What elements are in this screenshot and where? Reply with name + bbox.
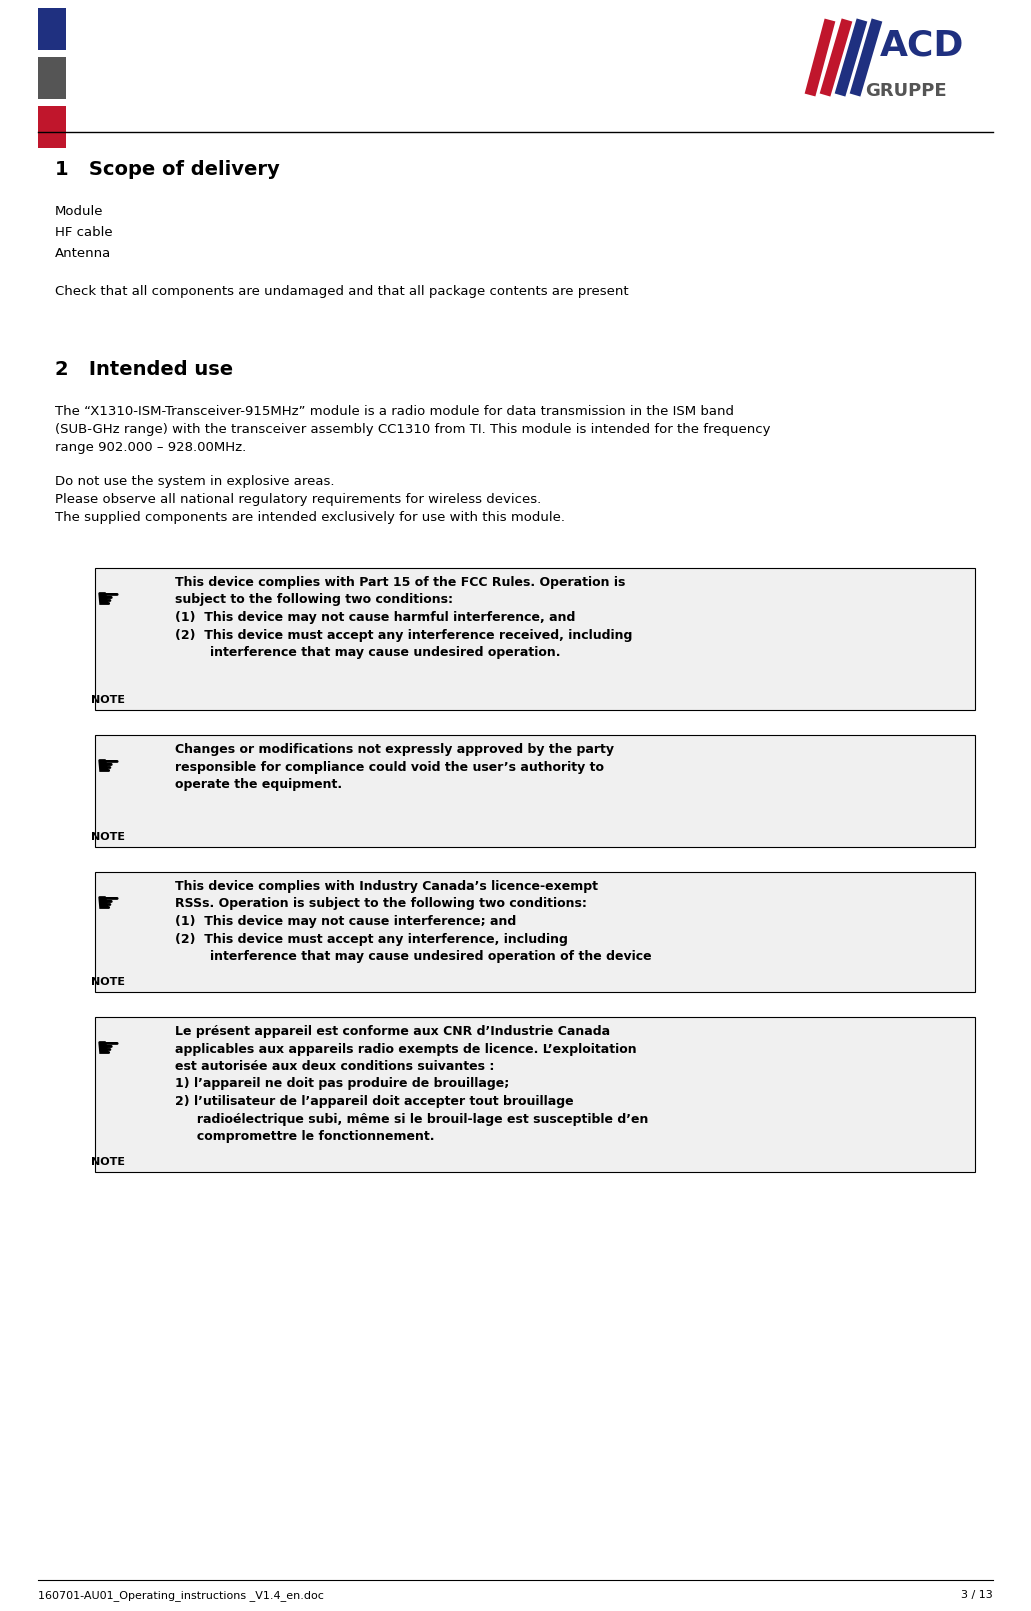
Text: ☛: ☛ xyxy=(96,1034,121,1063)
Text: ☛: ☛ xyxy=(96,586,121,614)
Text: This device complies with Industry Canada’s licence-exempt
RSSs. Operation is su: This device complies with Industry Canad… xyxy=(175,880,652,963)
Text: 2   Intended use: 2 Intended use xyxy=(55,359,233,379)
Bar xyxy=(38,8,66,50)
Text: Do not use the system in explosive areas.
Please observe all national regulatory: Do not use the system in explosive areas… xyxy=(55,475,565,524)
Bar xyxy=(38,56,66,98)
Bar xyxy=(95,1017,975,1171)
Text: This device complies with Part 15 of the FCC Rules. Operation is
subject to the : This device complies with Part 15 of the… xyxy=(175,577,632,659)
Text: Le présent appareil est conforme aux CNR d’Industrie Canada
applicables aux appa: Le présent appareil est conforme aux CNR… xyxy=(175,1025,648,1142)
Bar xyxy=(95,735,975,847)
Text: NOTE: NOTE xyxy=(91,831,125,843)
Text: NOTE: NOTE xyxy=(91,976,125,988)
Text: 160701-AU01_Operating_instructions _V1.4_en.doc: 160701-AU01_Operating_instructions _V1.4… xyxy=(38,1590,324,1601)
Text: NOTE: NOTE xyxy=(91,1157,125,1166)
Text: ☛: ☛ xyxy=(96,889,121,918)
Bar xyxy=(95,872,975,992)
Bar xyxy=(95,569,975,710)
Bar xyxy=(38,106,66,148)
Text: The “X1310-ISM-Transceiver-915MHz” module is a radio module for data transmissio: The “X1310-ISM-Transceiver-915MHz” modul… xyxy=(55,404,770,454)
Text: 3 / 13: 3 / 13 xyxy=(961,1590,993,1600)
Text: Module: Module xyxy=(55,205,103,217)
Text: Changes or modifications not expressly approved by the party
responsible for com: Changes or modifications not expressly a… xyxy=(175,743,614,791)
Text: HF cable: HF cable xyxy=(55,226,112,238)
Text: NOTE: NOTE xyxy=(91,694,125,706)
Text: GRUPPE: GRUPPE xyxy=(865,82,946,100)
Text: 1   Scope of delivery: 1 Scope of delivery xyxy=(55,159,279,179)
Text: Antenna: Antenna xyxy=(55,246,111,259)
Text: Check that all components are undamaged and that all package contents are presen: Check that all components are undamaged … xyxy=(55,285,629,298)
Text: ACD: ACD xyxy=(880,27,964,61)
Text: ☛: ☛ xyxy=(96,752,121,781)
